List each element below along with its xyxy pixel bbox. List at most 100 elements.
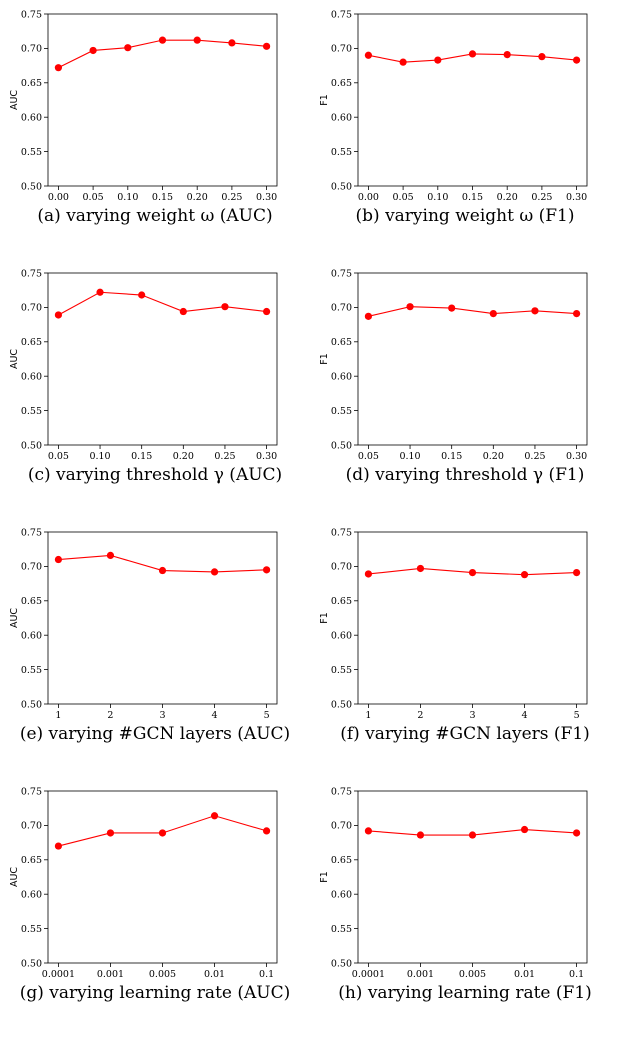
x-tick-label: 0.30 [256, 451, 277, 459]
x-tick-label: 0.30 [566, 451, 587, 459]
y-axis-label: F1 [319, 871, 330, 883]
y-tick-label: 0.65 [331, 855, 352, 866]
y-tick-label: 0.65 [21, 78, 42, 89]
y-tick-label: 0.65 [331, 337, 352, 348]
data-point [365, 827, 372, 834]
data-point [573, 829, 580, 836]
data-point [365, 313, 372, 320]
y-axis-label: AUC [9, 867, 20, 887]
axes-frame [358, 791, 587, 963]
y-tick-label: 0.50 [21, 958, 42, 969]
x-tick-label: 0.10 [427, 192, 448, 200]
chart-panel-e: 0.50 0.55 0.60 0.65 0.70 0.75 1 2 3 4 5 AUC (e) vary… [0, 518, 310, 777]
y-tick-label: 0.65 [21, 855, 42, 866]
y-tick-label: 0.75 [331, 527, 352, 538]
y-tick-label: 0.75 [21, 268, 42, 279]
data-point [573, 56, 580, 63]
data-point [573, 569, 580, 576]
x-tick-label: 4 [212, 710, 218, 718]
x-tick-label: 0.20 [187, 192, 208, 200]
data-point [490, 310, 497, 317]
chart-svg-e: 0.50 0.55 0.60 0.65 0.70 0.75 1 2 3 4 5 AUC [0, 518, 310, 718]
y-tick-label: 0.50 [331, 958, 352, 969]
subfigure-caption: (g) varying learning rate (AUC) [0, 983, 310, 1003]
x-tick-label: 4 [522, 710, 528, 718]
x-tick-label: 0.30 [566, 192, 587, 200]
y-tick-label: 0.50 [21, 699, 42, 710]
y-tick-label: 0.55 [21, 147, 42, 158]
x-tick-label: 0.30 [256, 192, 277, 200]
x-tick-label: 5 [574, 710, 580, 718]
subfigure-caption: (e) varying #GCN layers (AUC) [0, 724, 310, 744]
x-tick-label: 2 [417, 710, 423, 718]
data-point [263, 827, 270, 834]
y-tick-label: 0.70 [21, 562, 42, 573]
x-tick-label: 0.00 [358, 192, 379, 200]
x-tick-label: 0.10 [117, 192, 138, 200]
data-point [124, 44, 131, 51]
x-tick-label: 2 [107, 710, 113, 718]
x-tick-label: 0.25 [221, 192, 242, 200]
y-tick-label: 0.75 [21, 786, 42, 797]
data-point [107, 552, 114, 559]
x-tick-label: 0.01 [204, 969, 225, 977]
y-axis-label: F1 [319, 94, 330, 106]
y-tick-label: 0.70 [331, 303, 352, 314]
chart-svg-a: 0.50 0.55 0.60 0.65 0.70 0.75 0.00 0.05 0.10 0.15… [0, 0, 310, 200]
data-point [531, 307, 538, 314]
data-point [159, 829, 166, 836]
data-point [538, 53, 545, 60]
y-tick-label: 0.55 [21, 665, 42, 676]
chart-svg-d: 0.50 0.55 0.60 0.65 0.70 0.75 0.05 0.10 0.15 0.20… [310, 259, 620, 459]
x-tick-label: 0.25 [531, 192, 552, 200]
x-tick-label: 0.10 [399, 451, 420, 459]
y-tick-label: 0.75 [21, 9, 42, 20]
x-tick-label: 0.001 [97, 969, 124, 977]
x-tick-label: 0.05 [358, 451, 379, 459]
y-tick-label: 0.65 [331, 78, 352, 89]
x-tick-label: 0.25 [214, 451, 235, 459]
x-tick-label: 0.25 [524, 451, 545, 459]
y-tick-label: 0.60 [21, 890, 42, 901]
axes-frame [48, 273, 277, 445]
y-tick-label: 0.75 [331, 786, 352, 797]
subfigure-caption: (f) varying #GCN layers (F1) [310, 724, 620, 744]
chart-svg-c: 0.50 0.55 0.60 0.65 0.70 0.75 0.05 0.10 0.15 0.20… [0, 259, 310, 459]
data-point [521, 826, 528, 833]
data-point [365, 570, 372, 577]
x-tick-label: 0.20 [483, 451, 504, 459]
data-point [400, 59, 407, 66]
axes-frame [48, 791, 277, 963]
x-tick-label: 0.15 [152, 192, 173, 200]
y-tick-label: 0.55 [21, 924, 42, 935]
y-tick-label: 0.60 [331, 890, 352, 901]
data-point [263, 566, 270, 573]
x-tick-label: 1 [55, 710, 61, 718]
chart-panel-a: 0.50 0.55 0.60 0.65 0.70 0.75 0.00 0.05 0.10 0.15… [0, 0, 310, 259]
chart-svg-b: 0.50 0.55 0.60 0.65 0.70 0.75 0.00 0.05 0.10 0.15… [310, 0, 620, 200]
x-tick-label: 0.10 [89, 451, 110, 459]
data-point [55, 556, 62, 563]
subfigure-caption: (d) varying threshold γ (F1) [310, 465, 620, 485]
chart-svg-f: 0.50 0.55 0.60 0.65 0.70 0.75 1 2 3 4 5 F1 [310, 518, 620, 718]
x-tick-label: 0.005 [149, 969, 176, 977]
chart-panel-c: 0.50 0.55 0.60 0.65 0.70 0.75 0.05 0.10 0.15 0.20… [0, 259, 310, 518]
x-tick-label: 3 [469, 710, 475, 718]
data-point [521, 571, 528, 578]
y-tick-label: 0.50 [331, 181, 352, 192]
data-point [55, 842, 62, 849]
y-axis-label: F1 [319, 612, 330, 624]
chart-panel-d: 0.50 0.55 0.60 0.65 0.70 0.75 0.05 0.10 0.15 0.20… [310, 259, 620, 518]
x-tick-label: 0.20 [497, 192, 518, 200]
y-tick-label: 0.50 [21, 440, 42, 451]
y-tick-label: 0.65 [21, 596, 42, 607]
data-point [469, 50, 476, 57]
x-tick-label: 0.15 [131, 451, 152, 459]
data-point [159, 567, 166, 574]
chart-panel-f: 0.50 0.55 0.60 0.65 0.70 0.75 1 2 3 4 5 F1 (f) varyi… [310, 518, 620, 777]
y-tick-label: 0.50 [331, 699, 352, 710]
data-point [263, 308, 270, 315]
data-point [221, 303, 228, 310]
x-tick-label: 0.00 [48, 192, 69, 200]
